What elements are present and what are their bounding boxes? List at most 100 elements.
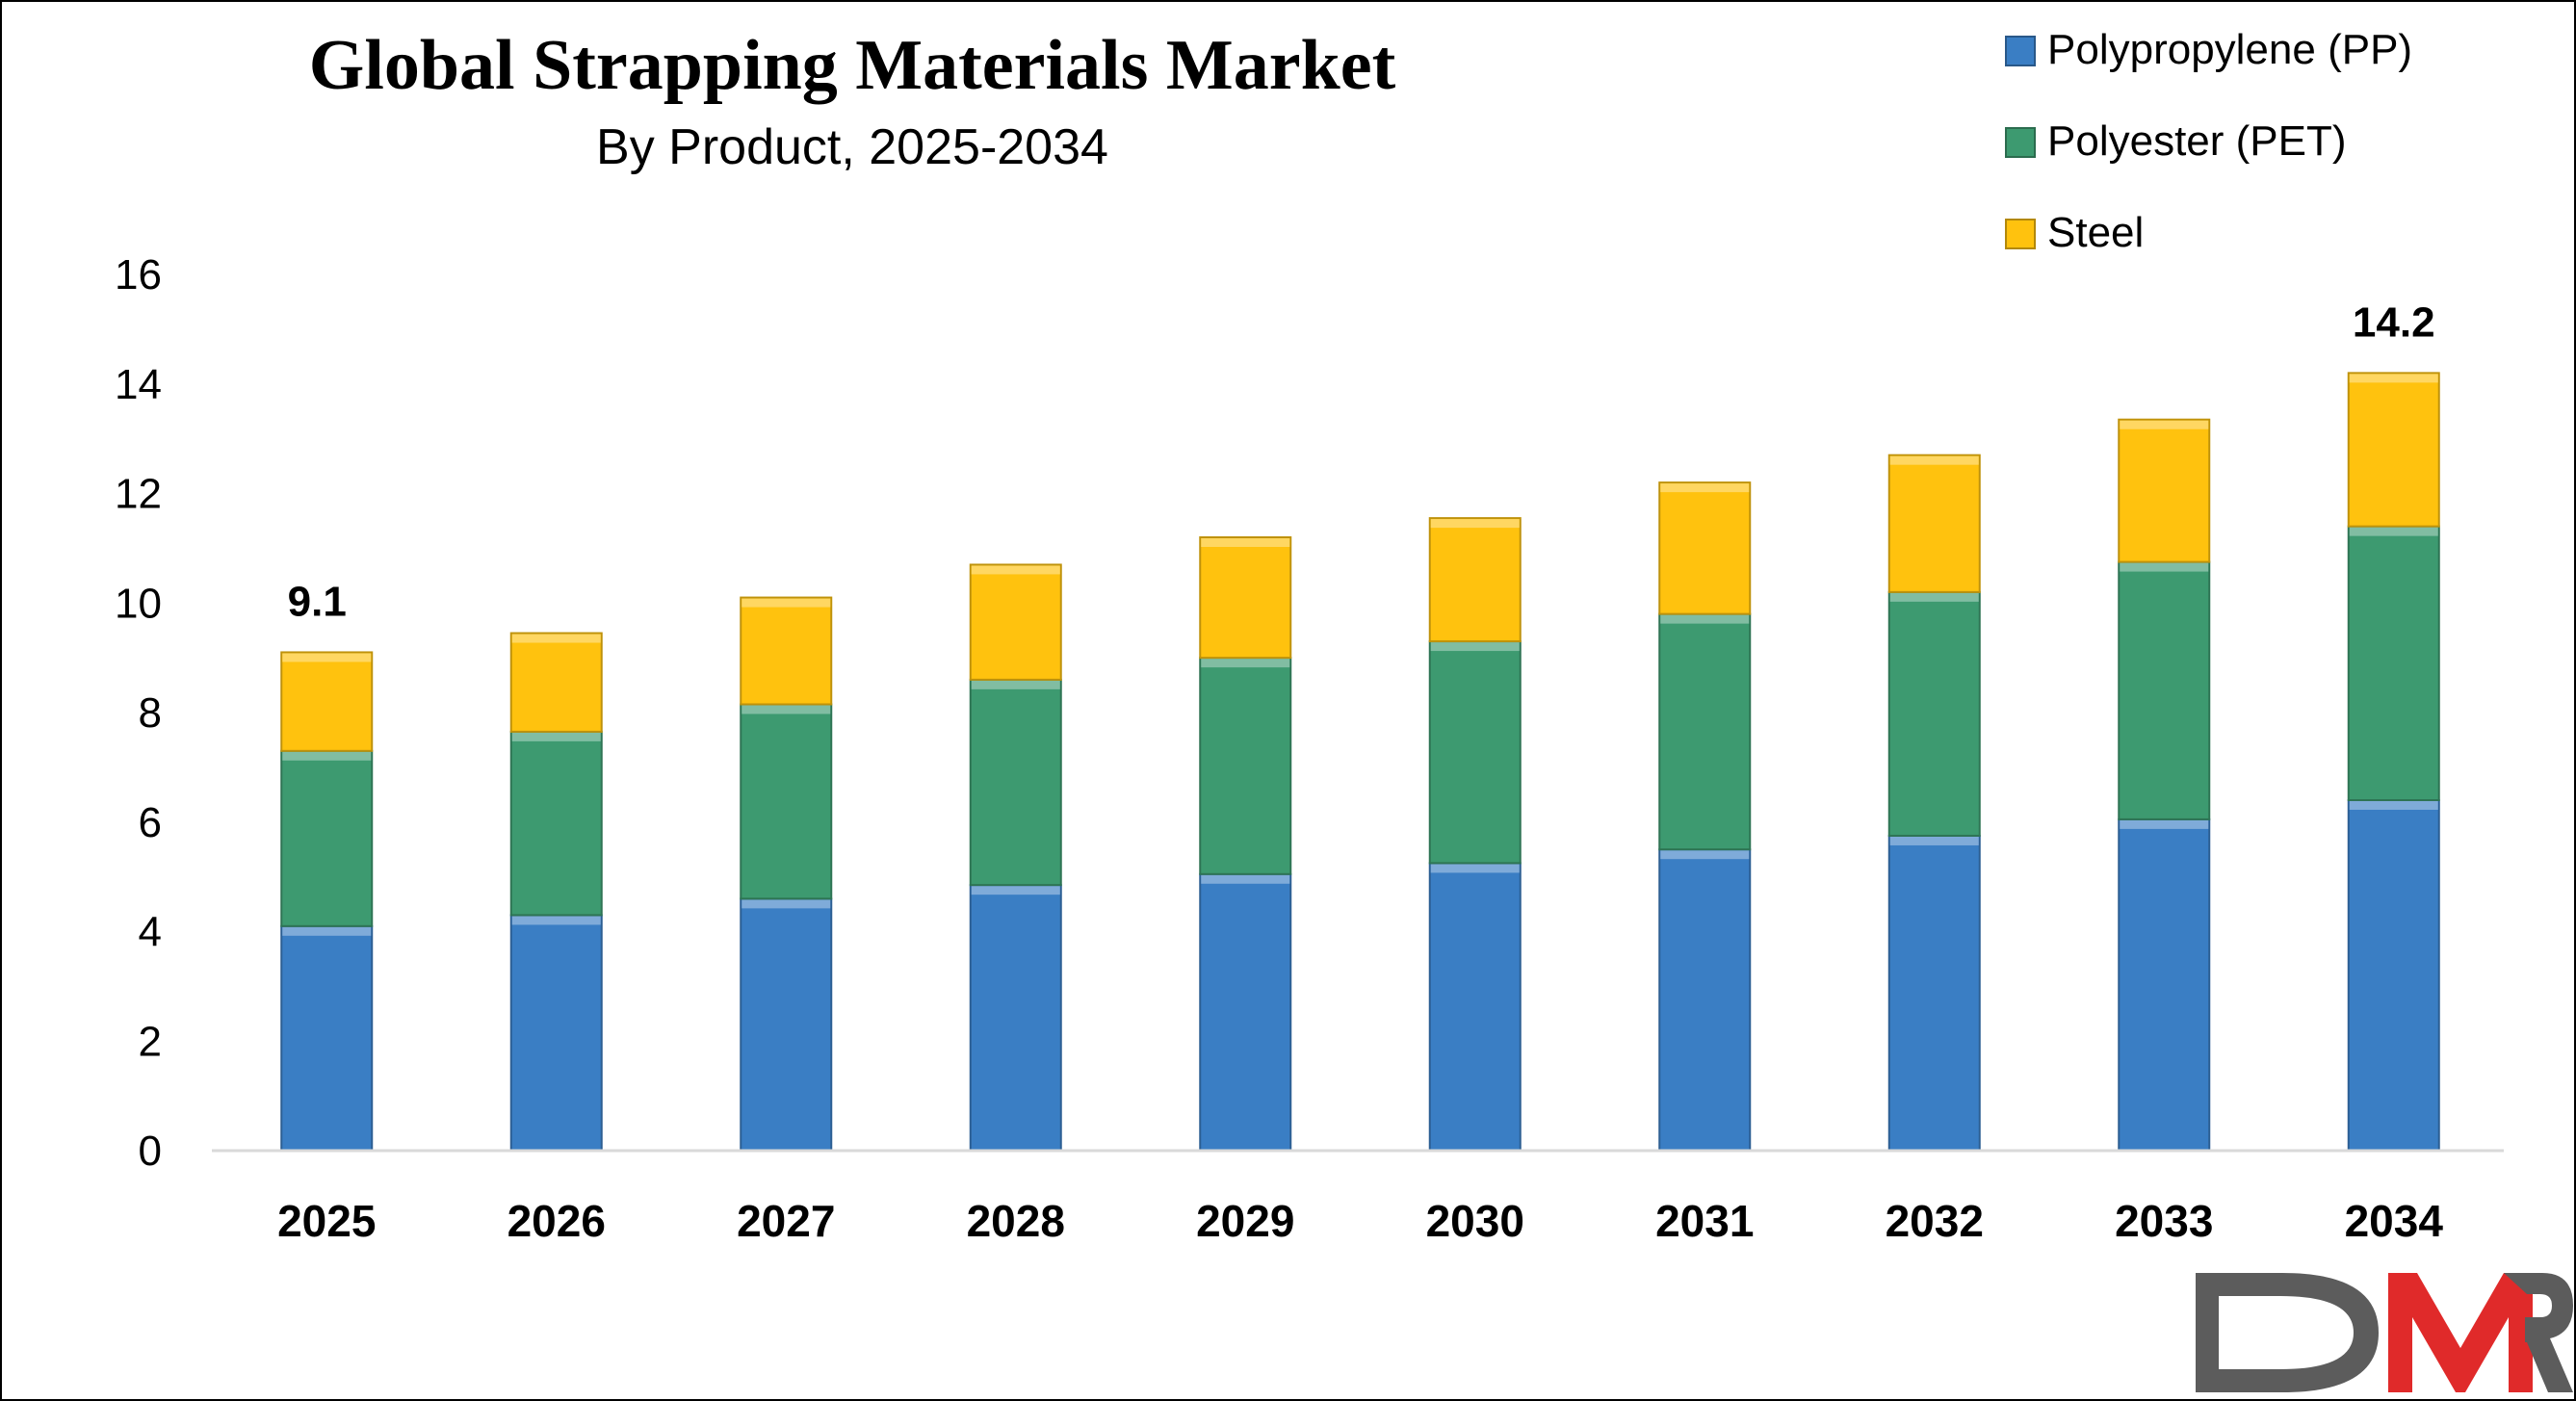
y-tick-label: 0 [139, 1128, 162, 1175]
bar-stack-2028 [969, 563, 1062, 1152]
bar-segment-polypropylene-pp [2118, 817, 2211, 1152]
bar-stack-2034 [2347, 372, 2440, 1152]
bar-segment-polyester-pet [2347, 525, 2440, 801]
legend: Polypropylene (PP) Polyester (PET) Steel [2005, 26, 2412, 256]
bar-segment-highlight [2120, 562, 2209, 572]
bar-segment-highlight [511, 634, 601, 643]
logo-letter-m [2388, 1273, 2533, 1392]
bar-stack-2025 [280, 651, 374, 1152]
legend-item: Polyester (PET) [2005, 117, 2347, 165]
x-tick-label: 2033 [2115, 1196, 2213, 1246]
bar-segment-highlight [282, 653, 372, 662]
bar-segment-polypropylene-pp [280, 924, 374, 1152]
y-tick-label: 4 [139, 909, 162, 956]
bar-segment-polypropylene-pp [1199, 872, 1292, 1152]
bar-segment-highlight [1660, 850, 1750, 860]
bar-stack-2032 [1887, 454, 1981, 1152]
bar-segment-polyester-pet [280, 749, 374, 927]
bar-segment-highlight [1201, 538, 1290, 547]
bar-segment-highlight [2349, 527, 2438, 536]
bar-segment-highlight [1201, 874, 1290, 884]
bar-segment-highlight [282, 751, 372, 761]
data-label: 14.2 [2353, 298, 2435, 346]
bar-segment-highlight [742, 705, 831, 714]
bar-segment-highlight [1660, 614, 1750, 624]
y-tick-label: 8 [139, 689, 162, 737]
bar-segment-highlight [1430, 642, 1520, 652]
bar-segment-polypropylene-pp [2347, 799, 2440, 1152]
bar-segment-highlight [1201, 659, 1290, 668]
bar-segment-highlight [1430, 864, 1520, 873]
x-axis: 2025 2026 2027 2028 2029 2030 2031 2032 2033 2034 [277, 1196, 2443, 1246]
chart-title: Global Strapping Materials Market [309, 26, 1396, 105]
bar-segment-highlight [971, 886, 1060, 895]
bar-segment-highlight [1430, 519, 1520, 529]
bar-segment-steel [740, 596, 833, 706]
x-tick-label: 2034 [2345, 1196, 2444, 1246]
y-tick-label: 2 [139, 1018, 162, 1065]
y-tick-label: 6 [139, 799, 162, 846]
bars [280, 372, 2440, 1152]
bar-segment-polypropylene-pp [969, 884, 1062, 1152]
logo-letter-r [2504, 1273, 2573, 1392]
bar-stack-2033 [2118, 418, 2211, 1152]
y-tick-label: 14 [115, 361, 162, 408]
bar-segment-polyester-pet [969, 678, 1062, 887]
y-axis: 0 2 4 6 8 10 12 14 16 [115, 251, 162, 1175]
bar-segment-steel [280, 651, 374, 752]
logo-letter-d [2196, 1273, 2379, 1392]
bar-segment-polyester-pet [2118, 560, 2211, 820]
bar-stack-2026 [509, 632, 603, 1152]
x-tick-label: 2025 [277, 1196, 376, 1246]
bar-segment-highlight [742, 598, 831, 608]
bar-segment-highlight [2120, 819, 2209, 829]
data-label: 9.1 [288, 578, 347, 625]
bar-segment-polypropylene-pp [1887, 834, 1981, 1152]
bar-segment-polyester-pet [1199, 657, 1292, 875]
legend-label: Polypropylene (PP) [2047, 26, 2412, 73]
bar-segment-steel [2118, 418, 2211, 563]
bar-segment-highlight [1889, 592, 1979, 602]
legend-item: Steel [2005, 209, 2144, 256]
bar-segment-steel [2347, 372, 2440, 528]
legend-label: Steel [2047, 209, 2144, 256]
bar-segment-highlight [511, 732, 601, 741]
dmr-logo [2196, 1273, 2573, 1392]
x-tick-label: 2032 [1886, 1196, 1984, 1246]
bar-segment-steel [1658, 481, 1752, 615]
bar-segment-steel [509, 632, 603, 733]
legend-swatch [2005, 36, 2036, 66]
bar-segment-polyester-pet [1887, 590, 1981, 837]
x-tick-label: 2029 [1196, 1196, 1294, 1246]
y-tick-label: 16 [115, 251, 162, 298]
bar-stack-2030 [1428, 517, 1522, 1152]
chart-subtitle: By Product, 2025-2034 [596, 119, 1108, 175]
x-tick-label: 2031 [1655, 1196, 1754, 1246]
y-tick-label: 10 [115, 580, 162, 627]
bar-stack-2027 [740, 596, 833, 1152]
bar-segment-highlight [2120, 420, 2209, 429]
bar-segment-polyester-pet [509, 730, 603, 917]
x-tick-label: 2026 [507, 1196, 606, 1246]
bar-segment-steel [1428, 517, 1522, 643]
bar-segment-steel [1887, 454, 1981, 593]
legend-item: Polypropylene (PP) [2005, 26, 2412, 73]
legend-swatch [2005, 127, 2036, 158]
bar-segment-highlight [2349, 801, 2438, 810]
data-labels: 9.1 14.2 [288, 298, 2435, 625]
legend-swatch [2005, 219, 2036, 249]
bar-stack-2029 [1199, 536, 1292, 1152]
bar-segment-steel [1199, 536, 1292, 660]
bar-segment-polyester-pet [1428, 640, 1522, 865]
bar-segment-steel [969, 563, 1062, 681]
bar-segment-highlight [2349, 374, 2438, 383]
bar-segment-polypropylene-pp [1658, 848, 1752, 1152]
x-tick-label: 2028 [967, 1196, 1065, 1246]
legend-label: Polyester (PET) [2047, 117, 2347, 165]
bar-segment-highlight [1660, 483, 1750, 493]
bar-segment-highlight [971, 680, 1060, 689]
bar-segment-polypropylene-pp [740, 897, 833, 1152]
bar-stack-2031 [1658, 481, 1752, 1152]
y-tick-label: 12 [115, 471, 162, 518]
